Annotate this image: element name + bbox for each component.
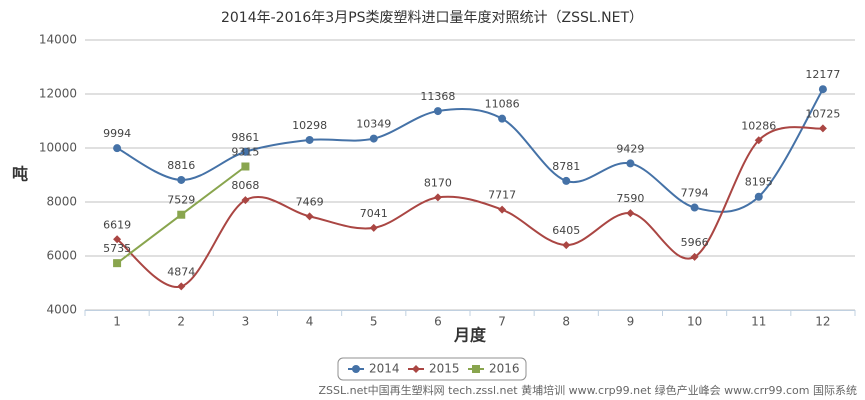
marker — [433, 107, 442, 116]
x-tick-label: 2 — [177, 315, 185, 329]
marker — [177, 282, 186, 291]
data-label: 10725 — [805, 107, 840, 120]
marker — [177, 210, 186, 219]
data-label: 7590 — [616, 192, 644, 205]
x-tick-label: 6 — [434, 315, 442, 329]
y-tick-label: 12000 — [39, 87, 77, 101]
y-tick-label: 6000 — [46, 249, 77, 263]
marker — [241, 196, 250, 205]
data-label: 7041 — [360, 207, 388, 220]
data-label: 5966 — [681, 236, 709, 249]
series-line — [116, 126, 824, 288]
data-label: 7469 — [296, 195, 324, 208]
x-tick-label: 4 — [306, 315, 314, 329]
legend-marker — [472, 365, 480, 373]
marker — [818, 85, 827, 94]
marker — [241, 147, 250, 156]
y-tick-label: 8000 — [46, 195, 77, 209]
x-tick-label: 1 — [113, 315, 121, 329]
data-label: 8781 — [552, 160, 580, 173]
data-label: 7717 — [488, 189, 516, 202]
marker — [754, 192, 763, 201]
marker — [498, 205, 507, 214]
marker — [369, 223, 378, 232]
x-tick-label: 12 — [815, 315, 830, 329]
marker — [818, 124, 827, 133]
x-tick-label: 3 — [242, 315, 250, 329]
data-label: 7794 — [681, 187, 709, 200]
x-tick-label: 10 — [687, 315, 702, 329]
credits: ZSSL.net中国再生塑料网 tech.zssl.net 黄埔培训 www.c… — [318, 383, 857, 397]
legend-marker — [352, 365, 360, 373]
y-tick-label: 4000 — [46, 303, 77, 317]
marker — [498, 114, 507, 123]
data-label: 12177 — [805, 68, 840, 81]
marker — [113, 259, 122, 268]
legend-label: 2015 — [429, 362, 460, 376]
y-tick-label: 14000 — [39, 33, 77, 47]
data-label: 10349 — [356, 118, 391, 131]
marker — [626, 209, 635, 218]
data-label: 8170 — [424, 176, 452, 189]
data-label: 10286 — [741, 119, 776, 132]
legend-box — [337, 357, 527, 381]
marker — [690, 252, 699, 261]
marker — [369, 134, 378, 143]
marker — [626, 159, 635, 168]
marker — [562, 176, 571, 185]
legend-marker — [412, 365, 420, 373]
data-label: 9861 — [231, 131, 259, 144]
data-label: 8068 — [231, 179, 259, 192]
legend-label: 2014 — [369, 362, 400, 376]
x-axis-title: 月度 — [453, 326, 487, 345]
x-tick-label: 11 — [751, 315, 766, 329]
data-label: 5735 — [103, 242, 131, 255]
data-label: 11086 — [485, 98, 520, 111]
marker — [305, 135, 314, 144]
data-label: 9994 — [103, 127, 131, 140]
marker — [113, 235, 122, 244]
marker — [433, 193, 442, 202]
data-label: 9315 — [231, 145, 259, 158]
data-label: 6405 — [552, 224, 580, 237]
data-label: 8195 — [745, 176, 773, 189]
y-axis-title: 吨 — [12, 165, 28, 184]
x-tick-label: 7 — [498, 315, 506, 329]
marker — [241, 162, 250, 171]
marker — [177, 175, 186, 184]
data-label: 8816 — [167, 159, 195, 172]
data-label: 9429 — [616, 142, 644, 155]
chart-title: 2014年-2016年3月PS类废塑料进口量年度对照统计（ZSSL.NET） — [221, 10, 643, 26]
marker — [690, 203, 699, 212]
marker — [562, 241, 571, 250]
data-label: 11368 — [420, 90, 455, 103]
data-label: 10298 — [292, 119, 327, 132]
data-label: 7529 — [167, 194, 195, 207]
data-label: 6619 — [103, 218, 131, 231]
legend-label: 2016 — [489, 362, 520, 376]
marker — [754, 136, 763, 145]
marker — [113, 144, 122, 153]
x-tick-label: 8 — [562, 315, 570, 329]
marker — [305, 212, 314, 221]
data-label: 4874 — [167, 265, 195, 278]
x-tick-label: 9 — [627, 315, 635, 329]
x-tick-label: 5 — [370, 315, 378, 329]
y-tick-label: 10000 — [39, 141, 77, 155]
series-line — [116, 88, 824, 213]
